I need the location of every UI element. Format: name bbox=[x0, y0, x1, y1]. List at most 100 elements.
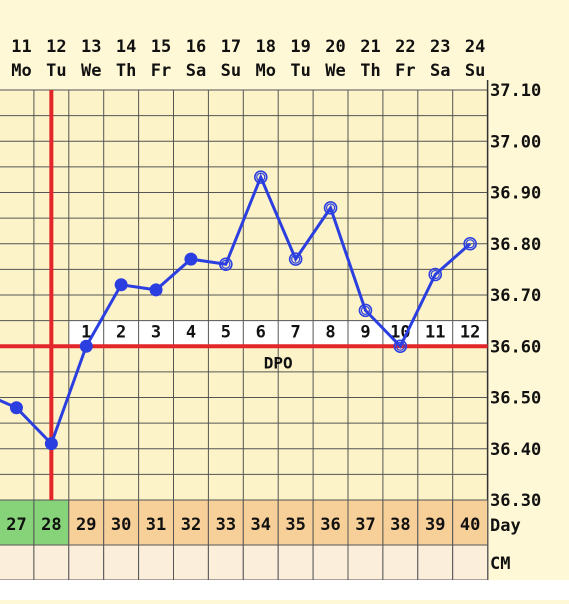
temperature-point-inner bbox=[291, 254, 301, 264]
weekday-label: Tu bbox=[290, 61, 310, 81]
cycle-day-label: 27 bbox=[6, 515, 26, 535]
cm-cell bbox=[173, 544, 209, 581]
cm-cell bbox=[382, 544, 419, 581]
cm-cell bbox=[452, 544, 489, 581]
cycle-day-label: 39 bbox=[425, 515, 445, 535]
cycle-day-cell bbox=[103, 499, 140, 546]
cycle-day-label: 31 bbox=[146, 515, 166, 535]
weekday-label: Th bbox=[116, 61, 136, 81]
y-tick-label: 37.10 bbox=[490, 81, 541, 101]
cycle-day-label: 34 bbox=[251, 515, 271, 535]
temperature-point bbox=[9, 401, 23, 415]
weekday-label: Sa bbox=[430, 61, 450, 81]
dpo-number: 3 bbox=[151, 323, 161, 343]
temperature-point bbox=[323, 201, 338, 215]
date-label: 14 bbox=[116, 37, 136, 57]
date-label: 12 bbox=[46, 37, 66, 57]
cm-cell bbox=[312, 544, 349, 581]
cycle-day-label: 29 bbox=[76, 515, 96, 535]
dpo-number: 7 bbox=[291, 323, 301, 343]
y-tick-label: 36.50 bbox=[490, 389, 541, 409]
cycle-day-cell bbox=[312, 499, 349, 546]
cycle-day-label: 36 bbox=[320, 515, 340, 535]
cm-row-label: CM bbox=[490, 554, 510, 574]
temperature-point bbox=[219, 257, 233, 272]
cycle-day-label: 32 bbox=[181, 515, 201, 535]
cm-cell bbox=[242, 544, 279, 581]
weekday-label: Mo bbox=[256, 61, 276, 81]
cycle-day-label: 40 bbox=[460, 515, 480, 535]
cycle-day-label: 33 bbox=[216, 515, 236, 535]
cm-cell bbox=[0, 544, 35, 581]
temperature-point-inner bbox=[395, 341, 405, 351]
cm-cell bbox=[33, 544, 70, 581]
weekday-label: We bbox=[325, 61, 345, 81]
date-label: 24 bbox=[465, 37, 485, 57]
day-row-label: Day bbox=[490, 516, 521, 536]
temperature-point bbox=[184, 252, 198, 266]
dpo-number: 2 bbox=[116, 323, 126, 343]
cm-cell bbox=[347, 544, 384, 581]
date-label: 21 bbox=[360, 37, 380, 57]
cycle-day-label: 35 bbox=[285, 515, 305, 535]
cm-cell bbox=[417, 544, 454, 581]
y-tick-label: 36.40 bbox=[490, 440, 541, 460]
temperature-line bbox=[0, 173, 472, 447]
temperature-point bbox=[114, 278, 128, 292]
weekday-label: Fr bbox=[151, 61, 171, 81]
weekday-label: Su bbox=[465, 61, 485, 81]
y-tick-label: 36.70 bbox=[490, 286, 541, 306]
dpo-number: 12 bbox=[460, 323, 480, 343]
date-label: 20 bbox=[325, 37, 345, 57]
temperature-point-inner bbox=[325, 203, 336, 213]
cm-cell bbox=[138, 544, 175, 581]
cycle-day-cell bbox=[347, 499, 384, 546]
cm-cell bbox=[277, 544, 314, 581]
temperature-point bbox=[358, 303, 373, 318]
date-label: 23 bbox=[430, 37, 450, 57]
temperature-point bbox=[393, 339, 408, 354]
date-label: 11 bbox=[11, 37, 31, 57]
weekday-label: Fr bbox=[395, 61, 415, 81]
dpo-text: DPO bbox=[264, 353, 293, 372]
y-tick-label: 36.90 bbox=[490, 184, 541, 204]
temperature-point-inner bbox=[465, 239, 475, 249]
cycle-day-label: 37 bbox=[355, 515, 375, 535]
cycle-day-label: 38 bbox=[390, 515, 410, 535]
temperature-point bbox=[44, 437, 58, 451]
date-label: 17 bbox=[221, 37, 241, 57]
weekday-label: We bbox=[81, 61, 101, 81]
temperature-point bbox=[253, 170, 268, 184]
cm-cell bbox=[207, 544, 244, 581]
temperature-point-inner bbox=[221, 259, 231, 269]
date-label: 16 bbox=[186, 37, 206, 57]
dpo-number: 5 bbox=[221, 323, 231, 343]
weekday-label: Th bbox=[360, 61, 380, 81]
cycle-day-cell bbox=[68, 499, 105, 546]
cm-cell bbox=[103, 544, 140, 581]
temperature-point bbox=[428, 267, 443, 282]
cycle-day-label: 30 bbox=[111, 515, 131, 535]
date-label: 18 bbox=[256, 37, 276, 57]
temperature-point bbox=[288, 252, 303, 266]
temperature-point-inner bbox=[430, 269, 440, 280]
date-label: 13 bbox=[81, 37, 101, 57]
temperature-point bbox=[463, 236, 477, 251]
cycle-day-cell bbox=[0, 499, 35, 546]
dpo-number: 8 bbox=[325, 323, 335, 343]
date-label: 15 bbox=[151, 37, 171, 57]
dpo-number: 4 bbox=[186, 323, 196, 343]
cycle-day-label: 28 bbox=[41, 515, 61, 535]
temperature-point-inner bbox=[360, 305, 371, 315]
date-label: 22 bbox=[395, 37, 415, 57]
weekday-label: Tu bbox=[46, 61, 66, 81]
weekday-label: Sa bbox=[186, 61, 206, 81]
dpo-number: 11 bbox=[425, 323, 445, 343]
temperature-point-inner bbox=[256, 172, 266, 182]
weekday-label: Mo bbox=[11, 61, 31, 81]
cycle-day-cell bbox=[452, 499, 489, 546]
page-footer-strip bbox=[0, 580, 569, 600]
y-tick-label: 37.00 bbox=[490, 132, 541, 152]
